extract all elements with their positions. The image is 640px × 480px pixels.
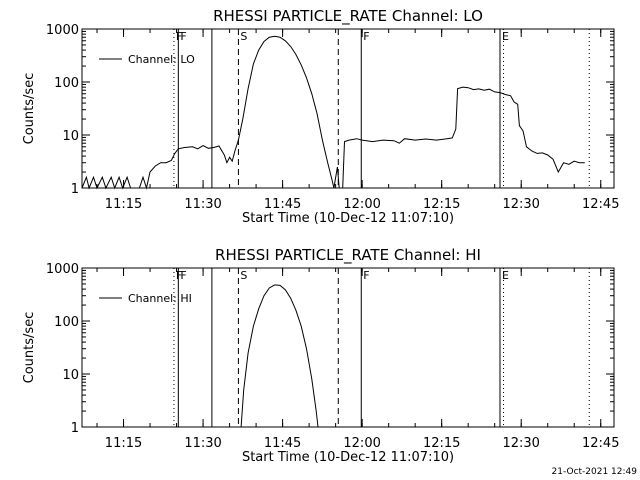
plot-frame bbox=[81, 267, 615, 428]
y-tick-label: 1000 bbox=[46, 262, 79, 277]
x-tick-label: 11:45 bbox=[264, 436, 301, 451]
x-tick-label: 12:45 bbox=[582, 436, 619, 451]
event-marker-label: F bbox=[363, 30, 369, 43]
legend-label: Channel: LO bbox=[128, 53, 195, 66]
x-tick-label: 12:30 bbox=[502, 197, 539, 212]
y-axis-label: Counts/sec bbox=[22, 312, 37, 384]
x-tick-label: 12:00 bbox=[343, 197, 380, 212]
x-tick-label: 11:30 bbox=[184, 436, 221, 451]
y-tick-label: 100 bbox=[54, 315, 79, 330]
x-axis-label: Start Time (10-Dec-12 11:07:10) bbox=[242, 211, 454, 226]
plot-frame bbox=[81, 28, 615, 189]
x-tick-label: 11:45 bbox=[264, 197, 301, 212]
x-tick-label: 11:15 bbox=[105, 197, 142, 212]
x-tick-label: 11:15 bbox=[105, 436, 142, 451]
y-tick-label: 1 bbox=[71, 182, 79, 197]
event-marker-label: S bbox=[240, 30, 247, 43]
event-marker-label: E bbox=[502, 269, 509, 282]
event-marker-label: F bbox=[176, 30, 182, 43]
x-tick-label: 12:15 bbox=[423, 436, 460, 451]
event-marker-label: S bbox=[240, 269, 247, 282]
y-axis-label: Counts/sec bbox=[22, 73, 37, 145]
series-line bbox=[240, 284, 319, 428]
x-tick-label: 12:30 bbox=[502, 436, 539, 451]
event-marker-label: F bbox=[180, 269, 186, 282]
chart-title: RHESSI PARTICLE_RATE Channel: HI bbox=[215, 246, 481, 265]
x-tick-label: 12:00 bbox=[343, 436, 380, 451]
legend-label: Channel: HI bbox=[128, 292, 192, 305]
x-tick-label: 12:15 bbox=[423, 197, 460, 212]
date-stamp: 21-Oct-2021 12:49 bbox=[552, 467, 638, 477]
x-tick-label: 11:30 bbox=[184, 197, 221, 212]
chart-title: RHESSI PARTICLE_RATE Channel: LO bbox=[213, 7, 483, 26]
event-marker-label: F bbox=[363, 269, 369, 282]
y-tick-label: 1 bbox=[71, 421, 79, 436]
y-tick-label: 1000 bbox=[46, 23, 79, 38]
y-tick-label: 100 bbox=[54, 76, 79, 91]
y-tick-label: 10 bbox=[62, 368, 79, 383]
x-tick-label: 12:45 bbox=[582, 197, 619, 212]
event-marker-label: E bbox=[502, 30, 509, 43]
series-line bbox=[81, 35, 585, 190]
x-axis-label: Start Time (10-Dec-12 11:07:10) bbox=[242, 450, 454, 465]
event-marker-label: F bbox=[180, 30, 186, 43]
y-tick-label: 10 bbox=[62, 129, 79, 144]
event-marker-label: F bbox=[176, 269, 182, 282]
